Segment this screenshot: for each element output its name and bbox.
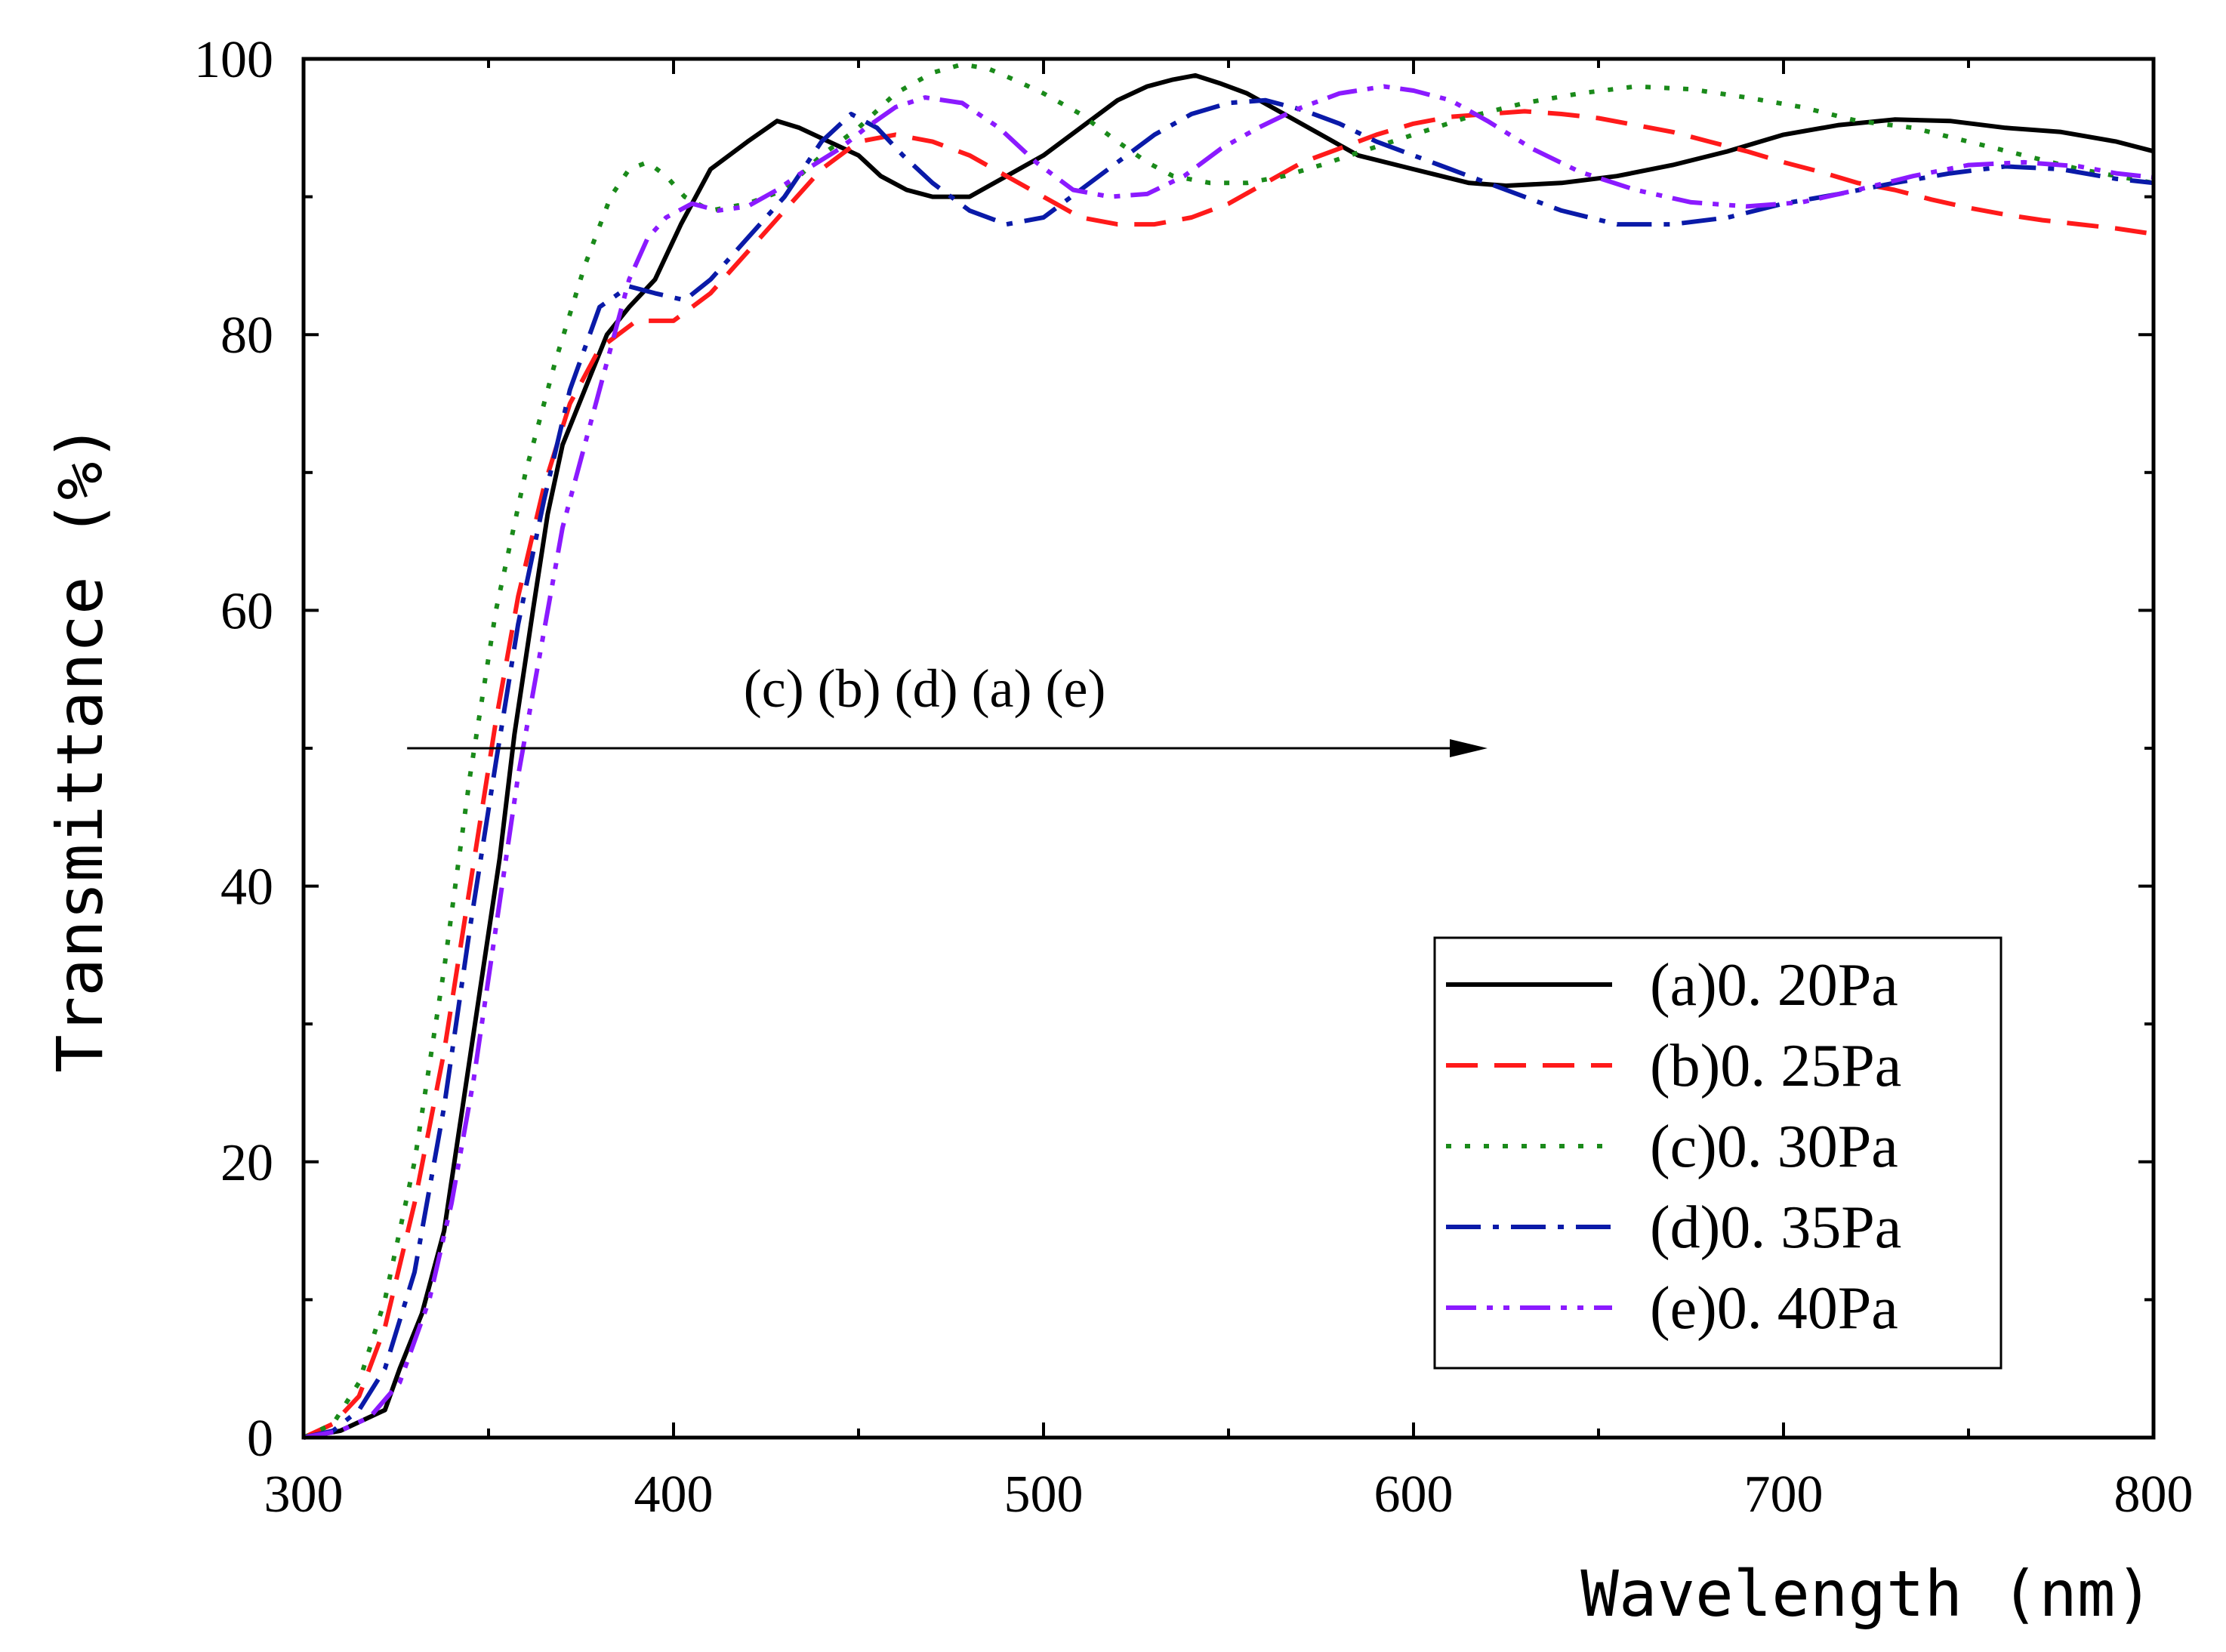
legend: (a)0. 20Pa (b)0. 25Pa (c)0. 30Pa (d)0. 35Pa… [1433, 936, 2002, 1370]
x-tick-label: 300 [264, 1466, 344, 1524]
x-tick-label: 400 [634, 1466, 714, 1524]
legend-label-2: (b)0. 25Pa [1650, 1033, 1901, 1099]
legend-label-1: (a)0. 20Pa [1650, 952, 1898, 1019]
y-tick-label: 20 [220, 1134, 273, 1192]
series-layer [302, 62, 2154, 1440]
series-line-5 [303, 84, 2154, 1440]
legend-label-4: (d)0. 35Pa [1650, 1194, 1901, 1261]
x-axis-title: Wavelength (nm) [1580, 1557, 2154, 1631]
y-axis-title: Transmittance (%) [43, 424, 117, 1073]
annotation-text: (c) (b) (d) (a) (e) [744, 658, 1106, 719]
legend-items: (a)0. 20Pa (b)0. 25Pa (c)0. 30Pa (d)0. 35Pa… [1446, 952, 1901, 1342]
x-tick-label: 800 [2114, 1466, 2194, 1524]
series-line-4 [303, 97, 2154, 1440]
x-tick-label: 700 [1744, 1466, 1824, 1524]
x-tick-label: 600 [1374, 1466, 1454, 1524]
annotation-arrowhead [1450, 739, 1488, 757]
y-tick-label: 60 [220, 582, 273, 640]
series-line-2 [302, 109, 2154, 1440]
y-tick-label: 0 [247, 1410, 273, 1468]
legend-label-5: (e)0. 40Pa [1650, 1275, 1898, 1342]
legend-label-3: (c)0. 30Pa [1650, 1114, 1898, 1180]
legend-box [1433, 936, 2002, 1370]
tick-layer: 300 400 500 600 700 800 0 20 40 60 80 100 [194, 31, 2194, 1524]
y-tick-label: 100 [194, 31, 273, 89]
series-line-1 [303, 72, 2154, 1440]
y-tick-label: 80 [220, 307, 273, 365]
y-tick-label: 40 [220, 858, 273, 917]
x-tick-label: 500 [1004, 1466, 1084, 1524]
